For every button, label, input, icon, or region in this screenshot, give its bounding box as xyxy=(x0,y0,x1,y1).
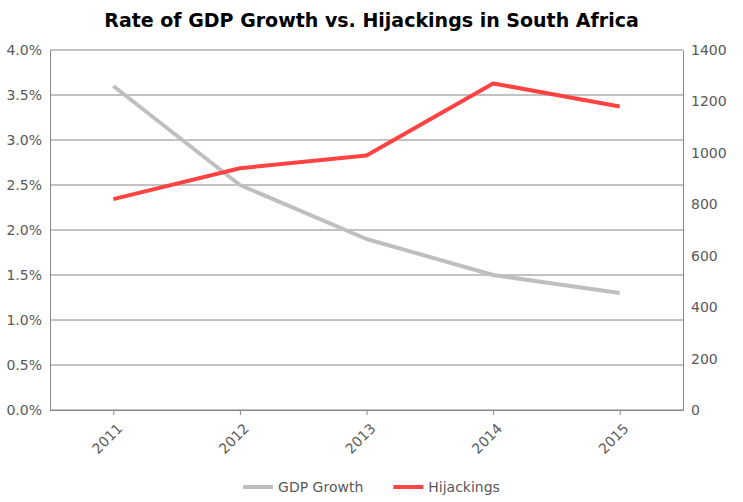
grid-line xyxy=(50,185,683,186)
grid xyxy=(50,50,683,410)
y2-tick-label: 800 xyxy=(691,196,718,212)
y2-tick: 1200 xyxy=(683,93,727,109)
x-tick-mark xyxy=(367,410,368,415)
y-tick-label: 4.0% xyxy=(6,42,42,58)
y-tick-label: 1.0% xyxy=(6,312,42,328)
legend-swatch xyxy=(243,485,273,489)
x-tick-label: 2015 xyxy=(595,420,632,457)
legend-item: Hijackings xyxy=(393,479,500,495)
grid-line xyxy=(50,365,683,366)
x-tick-mark xyxy=(240,410,241,415)
y2-axis-line xyxy=(683,51,684,411)
x-tick-label: 2014 xyxy=(469,420,506,457)
x-tick-mark xyxy=(493,410,494,415)
x-tick: 2011 xyxy=(89,410,126,457)
legend-label: GDP Growth xyxy=(278,479,363,495)
x-tick: 2012 xyxy=(215,410,252,457)
y-tick: 0.5% xyxy=(6,357,50,373)
y2-tick: 1400 xyxy=(683,42,727,58)
y2-tick-label: 1000 xyxy=(691,145,727,161)
x-tick-mark xyxy=(620,410,621,415)
legend-item: GDP Growth xyxy=(243,479,363,495)
series-line xyxy=(113,86,619,293)
grid-line xyxy=(50,320,683,321)
y-tick: 1.0% xyxy=(6,312,50,328)
y2-tick: 1000 xyxy=(683,145,727,161)
y-tick-label: 2.5% xyxy=(6,177,42,193)
y2-tick-label: 600 xyxy=(691,248,718,264)
y2-tick: 400 xyxy=(683,299,718,315)
grid-line xyxy=(50,50,683,51)
y-tick-label: 2.0% xyxy=(6,222,42,238)
y2-tick-label: 400 xyxy=(691,299,718,315)
x-tick-label: 2011 xyxy=(89,420,126,457)
title: Rate of GDP Growth vs. Hijackings in Sou… xyxy=(104,9,639,31)
y-tick-label: 3.5% xyxy=(6,87,42,103)
y-tick-label: 1.5% xyxy=(6,267,42,283)
grid-line xyxy=(50,275,683,276)
y-tick: 4.0% xyxy=(6,42,50,58)
x-tick-label: 2012 xyxy=(215,420,252,457)
x-axis: 2011 2012 2013 2014 2015 xyxy=(51,410,684,457)
y-tick: 0.0% xyxy=(6,402,50,418)
y2-tick-label: 1400 xyxy=(691,42,727,58)
y-axis: 0.0% 0.5% 1.0% 1.5% 2.0% 2.5% 3.0% 3.5% 4.0% xyxy=(6,42,50,418)
y2-tick: 800 xyxy=(683,196,718,212)
y2-tick-label: 0 xyxy=(691,402,700,418)
y-tick-label: 0.0% xyxy=(6,402,42,418)
y2-tick: 0 xyxy=(683,402,700,418)
y2-axis: 0 200 400 600 800 1000 1200 1400 xyxy=(683,42,727,418)
chart: Rate of GDP Growth vs. Hijackings in Sou… xyxy=(0,0,743,502)
y-tick-label: 3.0% xyxy=(6,132,42,148)
x-tick: 2015 xyxy=(595,410,632,457)
y-axis-line xyxy=(50,51,51,411)
legend-swatch xyxy=(393,485,423,489)
legend-label: Hijackings xyxy=(428,479,500,495)
y2-tick: 200 xyxy=(683,351,718,367)
grid-line xyxy=(50,140,683,141)
y-tick: 1.5% xyxy=(6,267,50,283)
plot-area xyxy=(113,83,619,293)
y-tick: 2.0% xyxy=(6,222,50,238)
grid-line xyxy=(50,95,683,96)
legend: GDP Growth Hijackings xyxy=(243,479,500,495)
grid-line xyxy=(50,230,683,231)
y-tick: 3.5% xyxy=(6,87,50,103)
y-tick: 2.5% xyxy=(6,177,50,193)
y2-tick: 600 xyxy=(683,248,718,264)
x-tick-label: 2013 xyxy=(342,420,379,457)
y2-tick-label: 1200 xyxy=(691,93,727,109)
x-tick-mark xyxy=(113,410,114,415)
y-tick: 3.0% xyxy=(6,132,50,148)
x-tick: 2014 xyxy=(469,410,506,457)
series-line xyxy=(113,83,619,199)
x-tick: 2013 xyxy=(342,410,379,457)
y2-tick-label: 200 xyxy=(691,351,718,367)
y-tick-label: 0.5% xyxy=(6,357,42,373)
